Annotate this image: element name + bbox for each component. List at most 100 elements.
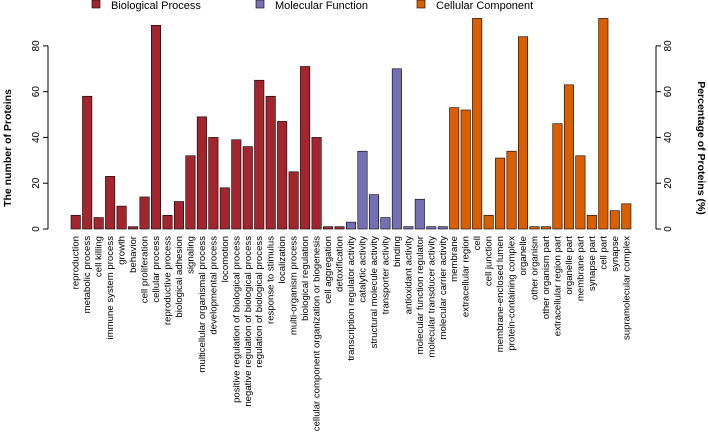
category-label: cell proliferation bbox=[140, 236, 151, 303]
bar bbox=[506, 150, 517, 230]
category-label: structural molecule activity bbox=[369, 236, 380, 349]
bar bbox=[403, 226, 414, 230]
right-tick-label: 40 bbox=[663, 131, 674, 143]
category-label: antioxidant activity bbox=[403, 236, 414, 315]
bar bbox=[311, 137, 322, 230]
bar bbox=[128, 226, 139, 230]
category-labels: reproduction metabolic process cell killin… bbox=[71, 235, 633, 431]
category-label: cell part bbox=[598, 236, 609, 270]
category-label: multi-organism process bbox=[289, 236, 300, 335]
category-label: response to stimulus bbox=[266, 236, 277, 324]
right-tick-label: 20 bbox=[663, 177, 674, 189]
legend: Biological Process Molecular Function Cell… bbox=[91, 0, 533, 12]
bar bbox=[460, 109, 471, 230]
bar bbox=[139, 196, 150, 230]
y-axis-title: The number of Proteins bbox=[2, 89, 14, 207]
bar bbox=[540, 226, 551, 230]
category-label: transporter activity bbox=[380, 236, 391, 315]
bar bbox=[437, 226, 448, 230]
bar bbox=[277, 121, 288, 230]
bar bbox=[414, 198, 425, 230]
bar bbox=[151, 24, 162, 230]
category-label: behavior bbox=[128, 235, 139, 273]
bar bbox=[219, 187, 230, 230]
bar bbox=[621, 203, 632, 230]
right-y-axis: 0 20 40 60 80 bbox=[655, 40, 674, 232]
left-tick-label: 60 bbox=[31, 86, 42, 98]
bar bbox=[609, 210, 620, 230]
bar bbox=[563, 84, 574, 230]
category-label: molecular carrier activity bbox=[438, 236, 449, 340]
legend-swatch bbox=[91, 0, 101, 9]
bar bbox=[598, 18, 609, 230]
bar bbox=[70, 214, 81, 230]
category-label: cell killing bbox=[94, 236, 105, 277]
left-y-axis: 0 20 40 60 80 bbox=[31, 40, 49, 232]
bar bbox=[483, 214, 494, 230]
left-tick-label: 0 bbox=[31, 226, 42, 232]
y2-axis-title: Percentage of Proteins (%) bbox=[695, 81, 707, 215]
bar bbox=[254, 79, 265, 230]
legend-swatch bbox=[416, 0, 426, 9]
category-label: multicellular organismal process bbox=[197, 236, 208, 373]
category-label: membrane bbox=[449, 236, 460, 282]
bar bbox=[162, 214, 173, 230]
category-label: signaling bbox=[185, 236, 196, 274]
bar bbox=[529, 226, 540, 230]
category-label: extracellular region part bbox=[552, 236, 563, 337]
legend-label: Cellular Component bbox=[436, 0, 533, 12]
category-label: localization bbox=[277, 236, 288, 283]
category-label: growth bbox=[117, 236, 128, 265]
bar bbox=[116, 205, 127, 230]
category-label: membrane part bbox=[575, 236, 586, 301]
category-label: metabolic process bbox=[82, 236, 93, 314]
category-label: membrane-enclosed lumen bbox=[495, 236, 506, 352]
category-label: transcription regulator activity bbox=[346, 236, 357, 361]
bar bbox=[185, 155, 196, 230]
bar bbox=[472, 18, 483, 230]
category-label: synapse bbox=[610, 236, 621, 272]
category-label: catalytic activity bbox=[357, 236, 368, 303]
category-label: detoxification bbox=[335, 236, 346, 292]
bar bbox=[345, 221, 356, 230]
category-label: developmental process bbox=[208, 236, 219, 335]
category-label: molecular function regulator bbox=[415, 235, 426, 354]
right-tick-label: 0 bbox=[663, 226, 674, 232]
bar bbox=[426, 226, 437, 230]
left-tick-label: 20 bbox=[31, 177, 42, 189]
bar bbox=[495, 157, 506, 230]
bar bbox=[552, 123, 563, 230]
category-label: supramolecular complex bbox=[621, 236, 632, 340]
bar bbox=[93, 217, 104, 230]
category-label: extracellular region bbox=[461, 236, 472, 317]
category-label: reproduction bbox=[71, 236, 82, 289]
bar bbox=[357, 150, 368, 230]
bar bbox=[323, 226, 334, 230]
bar bbox=[265, 95, 276, 230]
bar bbox=[449, 107, 460, 230]
bar bbox=[105, 176, 116, 230]
bar bbox=[368, 194, 379, 230]
category-label: positive regulation of biological proces… bbox=[231, 236, 242, 403]
category-label: other organism part bbox=[541, 236, 552, 320]
category-label: organelle part bbox=[564, 236, 575, 295]
bar bbox=[380, 217, 391, 230]
left-tick-label: 80 bbox=[31, 40, 42, 52]
category-label: reproductive process bbox=[162, 236, 173, 325]
bar bbox=[334, 226, 345, 230]
bar bbox=[196, 116, 207, 230]
bar bbox=[82, 95, 93, 230]
legend-label: Molecular Function bbox=[275, 0, 368, 12]
bar bbox=[586, 214, 597, 230]
bar bbox=[242, 146, 253, 230]
bar bbox=[300, 66, 311, 230]
category-label: molecular transducer activity bbox=[426, 236, 437, 358]
bar bbox=[391, 68, 402, 230]
bars bbox=[70, 18, 632, 230]
category-label: other organism bbox=[530, 236, 541, 300]
bar bbox=[288, 171, 299, 230]
category-label: cellular process bbox=[151, 236, 162, 303]
category-label: cell bbox=[472, 236, 483, 250]
category-label: locomotion bbox=[220, 236, 231, 282]
